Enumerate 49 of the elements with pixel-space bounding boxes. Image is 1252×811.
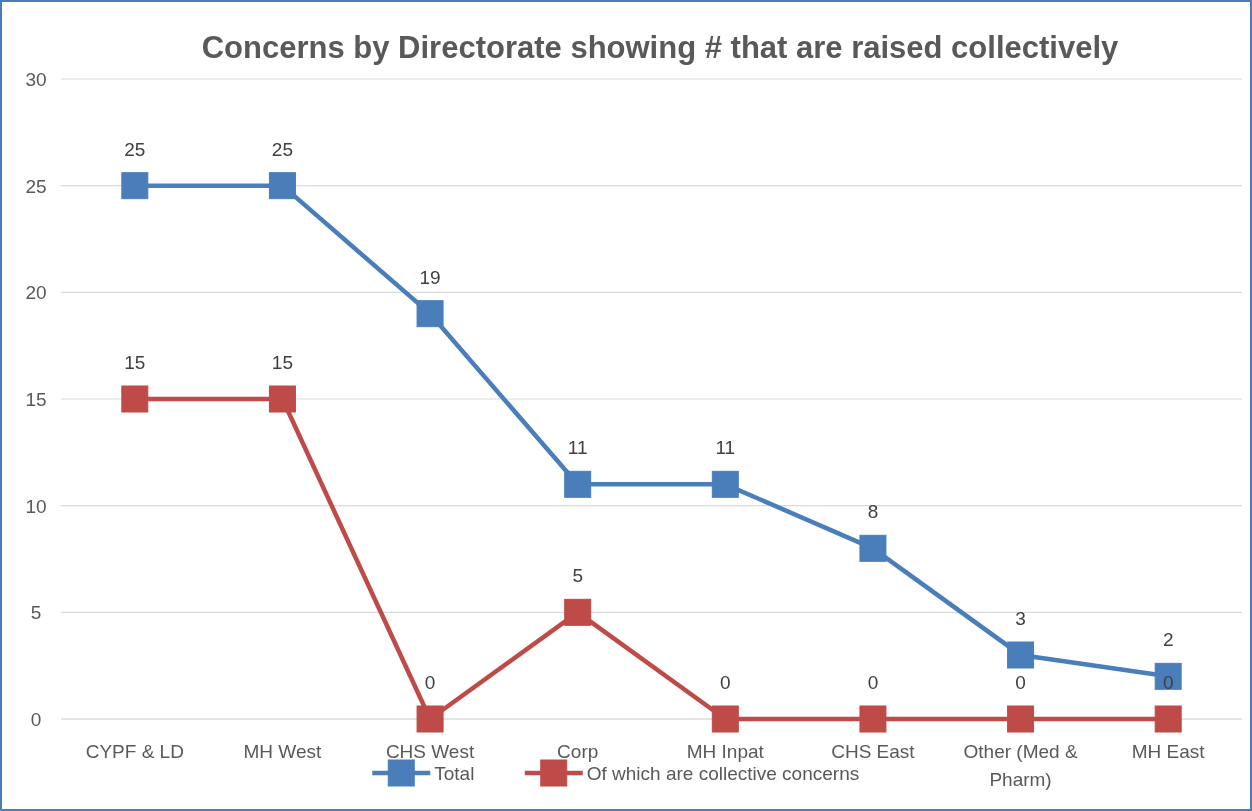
y-tick-label: 20: [25, 282, 47, 304]
point: [859, 705, 887, 733]
y-tick-label: 30: [25, 69, 47, 90]
data-label: 11: [567, 437, 588, 459]
point: [121, 385, 149, 413]
point: [711, 705, 739, 733]
x-tick-label: MH East: [1131, 741, 1206, 762]
point: [121, 172, 149, 200]
x-tick-label: Corp: [557, 741, 599, 762]
y-tick-label: 15: [25, 389, 47, 410]
x-tick-label: MH West: [243, 741, 323, 762]
x-tick-label: MH Inpat: [686, 741, 765, 762]
data-label: 25: [271, 138, 294, 160]
data-label: 5: [572, 565, 583, 587]
point: [1154, 705, 1182, 733]
x-tick-label: CYPF & LD: [85, 741, 184, 762]
x-tick-label: CHS East: [831, 741, 916, 762]
data-label: 15: [124, 352, 146, 373]
x-tick-label: Other (Med & Pharm): [963, 741, 1078, 790]
point: [564, 470, 592, 498]
point: [268, 385, 296, 413]
point: [859, 534, 887, 562]
data-label: 0: [1015, 672, 1026, 693]
y-tick-label: 10: [25, 495, 47, 517]
data-label: 8: [867, 501, 879, 523]
data-label: 11: [715, 437, 736, 459]
x-tick-label: CHS West: [385, 741, 475, 762]
data-label: 0: [424, 672, 436, 693]
data-label: 3: [1015, 608, 1026, 629]
point: [416, 300, 444, 328]
chart-title: Concerns by Directorate showing # that are raised collectively: [201, 30, 1120, 65]
y-tick-label: 5: [30, 602, 42, 624]
data-label: 15: [271, 352, 294, 373]
y-tick-label: 25: [25, 175, 47, 197]
y-tick-label: 0: [30, 709, 42, 730]
point: [1007, 641, 1035, 669]
point: [416, 705, 444, 733]
point: [564, 598, 592, 626]
point: [268, 172, 296, 200]
data-label: 19: [419, 266, 441, 288]
point: [1007, 705, 1035, 733]
data-label: 0: [720, 672, 731, 693]
data-label: 25: [124, 138, 146, 160]
data-label: 0: [1162, 672, 1174, 693]
data-label: 2: [1162, 629, 1174, 651]
legend-label: Total: [434, 763, 475, 784]
data-label: 0: [867, 672, 879, 693]
point: [711, 470, 739, 498]
legend-label: Of which are collective concerns: [586, 763, 860, 784]
